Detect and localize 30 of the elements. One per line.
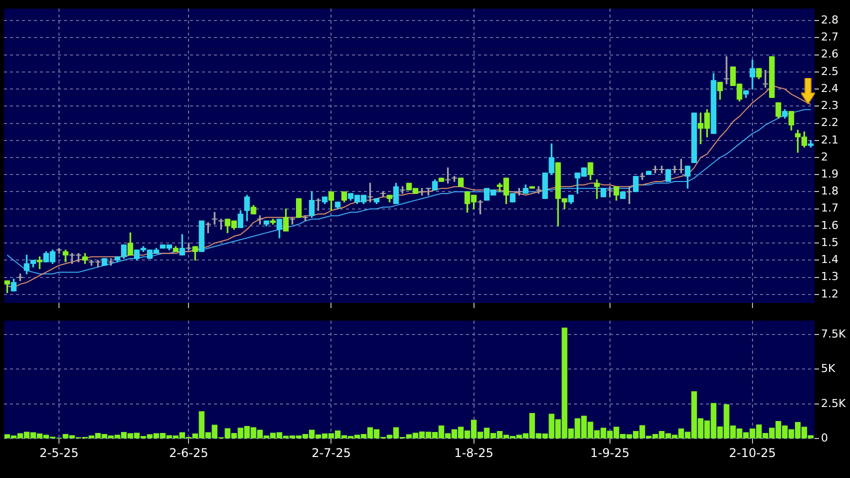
x-tick-label: 1-9-25 xyxy=(590,446,630,460)
y-tick-label: 1.2 xyxy=(821,287,838,300)
y-tick-label: 2.6 xyxy=(821,48,838,61)
y-tick-label: 7.5K xyxy=(821,327,846,340)
y-tick-label: 2 xyxy=(821,150,828,164)
candlestick xyxy=(419,188,425,196)
y-tick-label: 2.7 xyxy=(821,30,838,44)
y-tick-label: 1.8 xyxy=(821,184,838,198)
y-tick-label: 1.9 xyxy=(821,167,838,180)
x-tick-label: 2-10-25 xyxy=(729,446,776,460)
x-tick-label: 1-8-25 xyxy=(454,446,494,460)
x-tick-label: 2-6-25 xyxy=(169,446,208,460)
y-tick-label: 1.5 xyxy=(821,236,838,249)
y-tick-label: 2.4 xyxy=(821,82,838,95)
y-tick-label: 2.8 xyxy=(821,13,838,26)
x-tick-label: 2-7-25 xyxy=(312,446,351,460)
x-tick-label: 2-5-25 xyxy=(39,446,79,460)
y-tick-label: 2.5 xyxy=(821,64,838,78)
y-tick-label: 2.5K xyxy=(821,396,846,410)
y-tick-label: 2.1 xyxy=(821,133,838,146)
candlestick xyxy=(724,56,730,84)
y-tick-label: 1.7 xyxy=(821,202,838,215)
y-tick-label: 1.3 xyxy=(821,270,838,284)
y-tick-label: 2.3 xyxy=(821,99,838,112)
candlestick xyxy=(594,179,600,199)
y-tick-label: 1.6 xyxy=(821,218,838,232)
y-tick-label: 5K xyxy=(821,362,836,376)
y-tick-label: 2.2 xyxy=(821,116,838,130)
y-tick-label: 1.4 xyxy=(821,253,838,266)
y-tick-label: 0 xyxy=(821,431,828,444)
